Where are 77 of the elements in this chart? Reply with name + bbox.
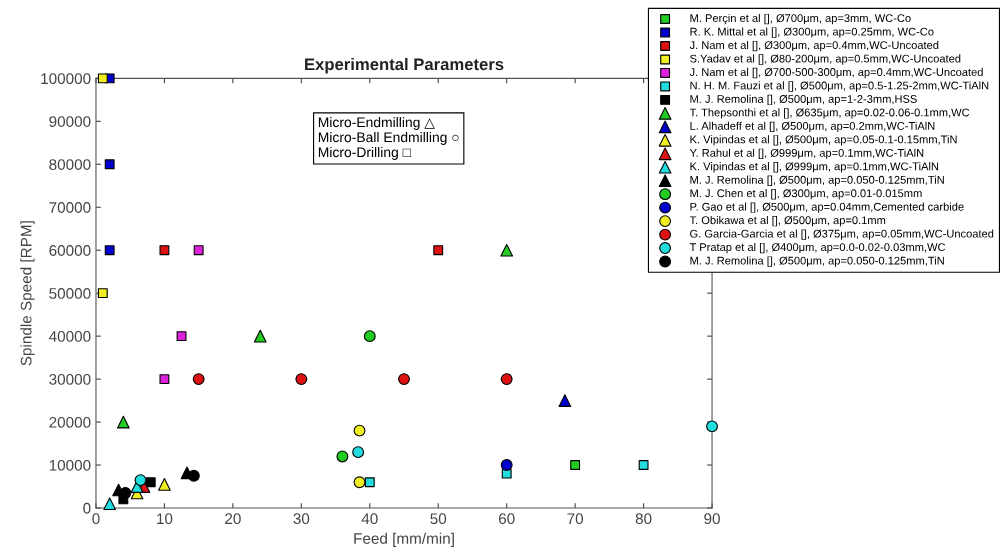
legend-label: M. J. Remolina [], Ø500μm, ap=0.050-0.125mm,TiN	[690, 175, 944, 186]
y-tick-label: 20000	[49, 416, 91, 428]
legend-label: K. Vipindas et al [], Ø999μm, ap=0.1mm,WC-TiAlN	[690, 162, 939, 173]
point	[352, 446, 365, 459]
legend-label: T Pratap et al [], Ø400μm, ap=0.0-0.02-0.03mm,WC	[689, 242, 946, 254]
legend-label: M. J. Remolina [], Ø500μm, ap=0.050-0.125mm,TiN	[690, 256, 944, 267]
point	[500, 459, 513, 471]
point	[336, 450, 349, 463]
point	[570, 460, 581, 470]
point	[103, 497, 117, 511]
y-tick-label: 90000	[49, 116, 91, 127]
legend-label: M. J. Remolina [], Ø500μm, ap=1-2-3mm,HSS	[690, 94, 917, 106]
y-tick-label: 50000	[49, 288, 91, 299]
point	[176, 331, 187, 342]
point	[364, 477, 375, 488]
chart-title: Experimental Parameters	[305, 57, 504, 74]
point	[353, 424, 366, 437]
legend-label: T. Obikawa et al [], Ø500μm, ap=0.1mm	[689, 215, 886, 227]
legend-label: J. Nam et al [], Ø700-500-300μm, ap=0.4mm,WC-Uncoated	[689, 67, 983, 79]
point	[558, 394, 572, 407]
point	[500, 243, 514, 257]
legend-label: K. Vipindas et al [], Ø500μm, ap=0.05-0.1-0.15mm,TiN	[690, 135, 957, 146]
point	[253, 329, 267, 343]
legend-label: N. H. M. Fauzi et al [], Ø500μm, ap=0.5-1.25-2mm,WC-TiAlN	[690, 81, 989, 92]
x-tick-label: 10	[157, 513, 173, 525]
y-tick-label: 0	[83, 502, 91, 514]
point	[158, 478, 171, 491]
y-tick-label: 10000	[49, 459, 91, 471]
annotation: Micro-Drilling □	[318, 146, 411, 160]
legend-label: Y. Rahul et al [], Ø999μm, ap=0.1mm,WC-TiAlN	[689, 148, 924, 159]
legend-label: P. Gao et al [], Ø500μm, ap=0.04mm,Cemented carbide	[690, 202, 964, 213]
point	[398, 373, 410, 386]
x-tick-label: 30	[293, 513, 310, 525]
x-tick-label: 90	[704, 513, 720, 525]
legend-label: T. Thepsonthi et al [], Ø635μm, ap=0.02-0.06-0.1mm,WC	[689, 108, 970, 119]
y-tick-label: 40000	[48, 331, 91, 342]
point	[104, 245, 115, 256]
x-tick-label: 20	[225, 513, 241, 525]
point	[97, 288, 108, 299]
point	[363, 330, 376, 343]
point	[295, 373, 308, 386]
point	[145, 477, 156, 488]
point	[159, 245, 170, 256]
y-tick-label: 60000	[49, 245, 91, 256]
point	[134, 474, 147, 487]
point	[192, 373, 205, 386]
annotation: Micro-Ball Endmilling ○	[318, 131, 459, 145]
x-tick-label: 70	[567, 513, 584, 525]
x-tick-label: 60	[498, 513, 515, 525]
y-tick-label: 30000	[49, 373, 91, 385]
point	[104, 159, 115, 170]
legend-label: J. Nam et al [], Ø300μm, ap=0.4mm,WC-Uncoated	[689, 40, 939, 52]
legend-label: S.Yadav et al [], Ø80-200μm, ap=0.5mm,WC-Uncoated	[690, 54, 961, 65]
point	[500, 373, 513, 386]
point	[433, 245, 444, 256]
y-tick-label: 80000	[49, 159, 91, 170]
x-tick-label: 80	[635, 513, 652, 525]
point	[638, 460, 649, 470]
x-tick-label: 0	[92, 513, 100, 525]
legend-label: M. J. Chen et al [], Ø300μm, ap=0.01-0.015mm	[690, 189, 922, 200]
point	[193, 245, 204, 256]
x-tick-label: 40	[361, 513, 378, 525]
y-tick-label: 100000	[41, 73, 91, 85]
point	[353, 476, 366, 489]
point	[159, 374, 170, 385]
annotation: Micro-Endmilling △	[318, 117, 435, 130]
y-axis-title: Spindle Speed [RPM]	[20, 221, 35, 366]
point	[116, 415, 130, 429]
x-tick-label: 50	[430, 513, 447, 525]
point	[706, 420, 718, 433]
x-axis-title: Feed [mm/min]	[354, 532, 454, 547]
legend-label: M. Perçin et al [], Ø700μm, ap=3mm, WC-Co	[690, 13, 911, 25]
legend-label: R. K. Mittal et al [], Ø300μm, ap=0.25mm, WC-Co	[690, 27, 934, 38]
point	[97, 73, 108, 84]
legend-label: L. Alhadeff et al [], Ø500μm, ap=0.2mm,WC-TiAlN	[690, 121, 935, 133]
y-tick-label: 70000	[49, 202, 91, 213]
legend-label: G. Garcia-Garcia et al [], Ø375μm, ap=0.05mm,WC-Uncoated	[690, 229, 994, 240]
